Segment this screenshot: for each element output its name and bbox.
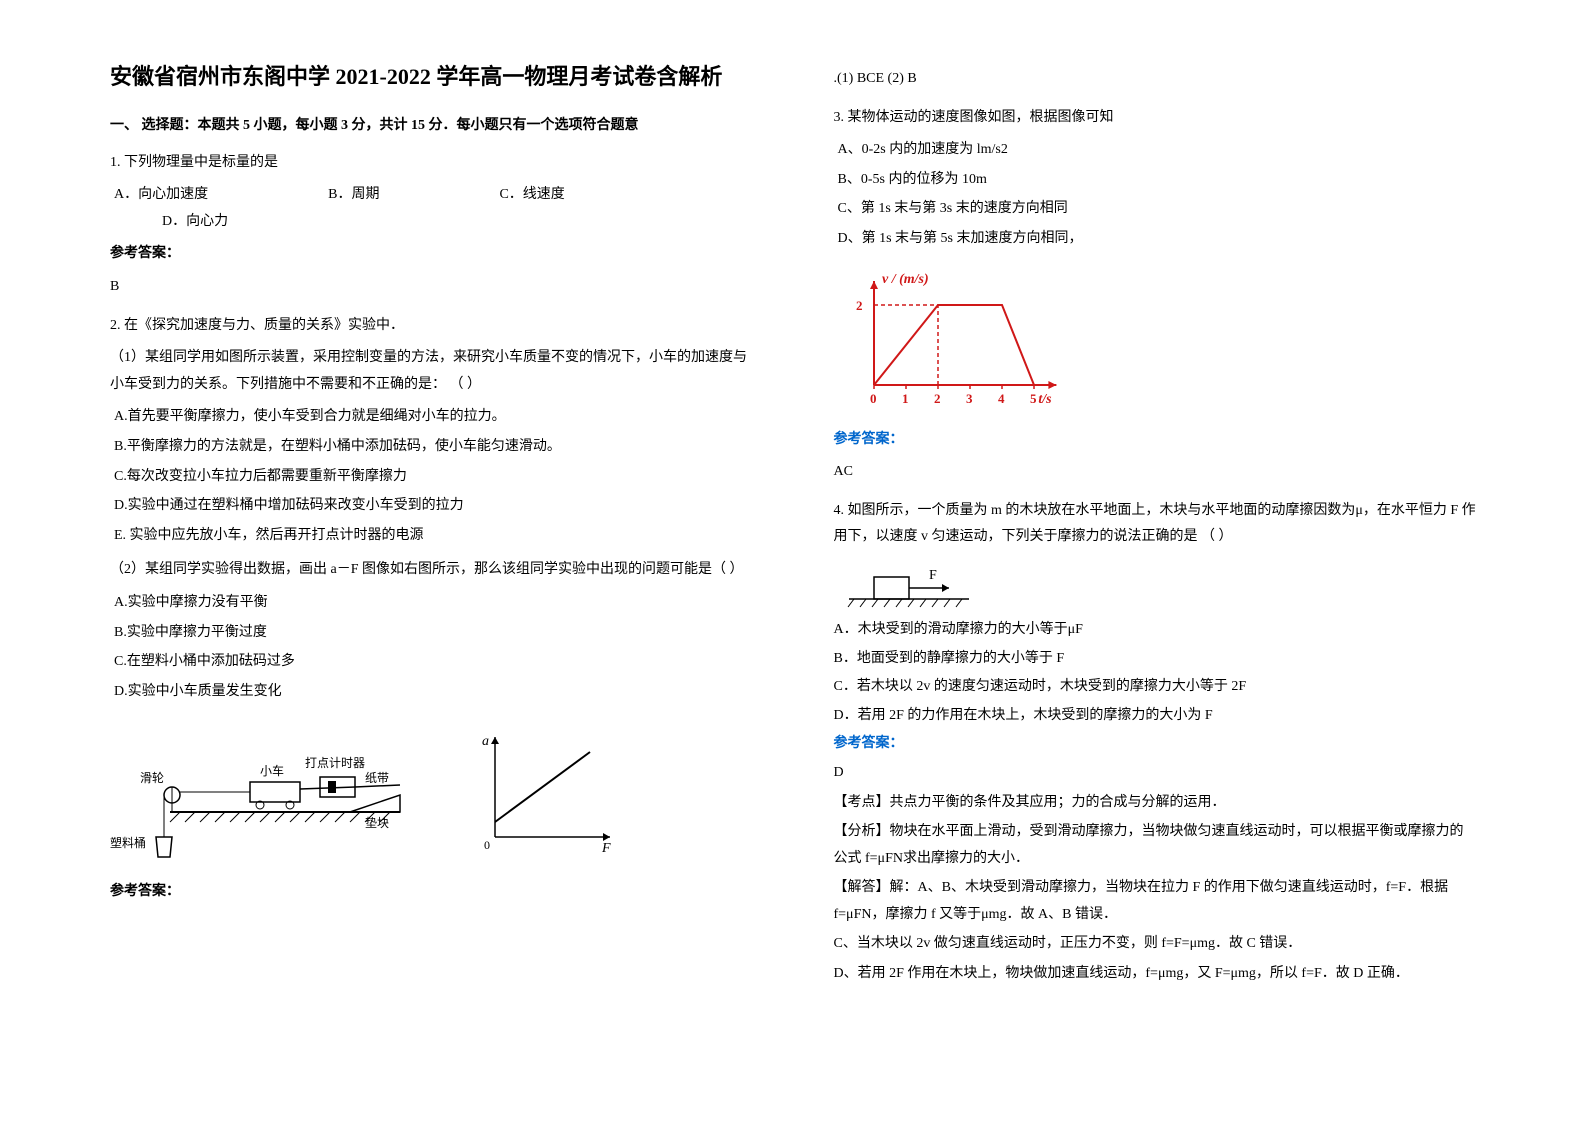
af-xlabel: F	[601, 841, 611, 856]
q1-optD: D．向心力	[162, 209, 754, 236]
doc-title: 安徽省宿州市东阁中学 2021-2022 学年高一物理月考试卷含解析	[110, 60, 754, 93]
bucket-label: 塑料桶	[110, 835, 146, 850]
q2-pB: B.平衡摩擦力的方法就是，在塑料小桶中添加砝码，使小车能匀速滑动。	[114, 434, 754, 461]
svg-text:5: 5	[1030, 391, 1037, 406]
q4-optA: A．木块受到的滑动摩擦力的大小等于μF	[834, 617, 1478, 644]
right-column: .(1) BCE (2) B 3. 某物体运动的速度图像如图，根据图像可知 A、…	[794, 60, 1498, 1062]
svg-text:v / (m/s): v / (m/s)	[882, 272, 929, 287]
af-graph: a F 0	[470, 727, 620, 857]
q3-optB: B、0-5s 内的位移为 10m	[838, 167, 1478, 194]
q3-optA: A、0-2s 内的加速度为 lm/s2	[838, 137, 1478, 164]
svg-text:2: 2	[934, 391, 941, 406]
q2-stem: 2. 在《探究加速度与力、质量的关系》实验中．	[110, 313, 754, 340]
vt-chart: 0 1 2 3 4 5 2 v / (m/s) t/s	[834, 265, 1074, 415]
q2-p1: （1）某组同学用如图所示装置，采用控制变量的方法，来研究小车质量不变的情况下，小…	[110, 345, 754, 398]
q2-p2: （2）某组同学实验得出数据，画出 a－F 图像如右图所示，那么该组同学实验中出现…	[110, 557, 754, 584]
q2-answer: .(1) BCE (2) B	[834, 66, 1478, 93]
svg-text:4: 4	[998, 391, 1005, 406]
q4-figure: F	[844, 559, 1478, 609]
q1-options-row1: A．向心加速度 B．周期 C．线速度	[114, 182, 754, 209]
q2-pC: C.每次改变拉小车拉力后都需要重新平衡摩擦力	[114, 464, 754, 491]
af-origin: 0	[484, 838, 490, 852]
q4-stem: 4. 如图所示，一个质量为 m 的木块放在水平地面上，木块与水平地面的动摩擦因数…	[834, 498, 1478, 551]
q4-solution: 【考点】共点力平衡的条件及其应用；力的合成与分解的运用． 【分析】物块在水平面上…	[834, 790, 1478, 988]
q1-optC: C．线速度	[499, 182, 564, 209]
question-2: 2. 在《探究加速度与力、质量的关系》实验中． （1）某组同学用如图所示装置，采…	[110, 313, 754, 906]
q2-pA: A.首先要平衡摩擦力，使小车受到合力就是细绳对小车的拉力。	[114, 404, 754, 431]
q1-answer: B	[110, 274, 754, 301]
q4-optC: C．若木块以 2v 的速度匀速运动时，木块受到的摩擦力大小等于 2F	[834, 674, 1478, 701]
af-ylabel: a	[482, 734, 489, 749]
q2-p2A: A.实验中摩擦力没有平衡	[114, 590, 754, 617]
q2-p2D: D.实验中小车质量发生变化	[114, 679, 754, 706]
q4-sol-kd: 【考点】共点力平衡的条件及其应用；力的合成与分解的运用．	[834, 790, 1478, 817]
q3-answer-label: 参考答案：	[834, 427, 1478, 454]
question-1: 1. 下列物理量中是标量的是 A．向心加速度 B．周期 C．线速度 D．向心力 …	[110, 150, 754, 301]
q1-optB: B．周期	[328, 182, 379, 209]
question-3: 3. 某物体运动的速度图像如图，根据图像可知 A、0-2s 内的加速度为 lm/…	[834, 105, 1478, 486]
question-4: 4. 如图所示，一个质量为 m 的木块放在水平地面上，木块与水平地面的动摩擦因数…	[834, 498, 1478, 988]
q1-optA: A．向心加速度	[114, 182, 208, 209]
q3-figure: 0 1 2 3 4 5 2 v / (m/s) t/s	[834, 265, 1478, 415]
q4-answer-label: 参考答案：	[834, 731, 1478, 758]
tape-label: 纸带	[365, 771, 389, 785]
q4-sol-jd1: 【解答】解：A、B、木块受到滑动摩擦力，当物块在拉力 F 的作用下做匀速直线运动…	[834, 875, 1478, 928]
q2-answer-label: 参考答案：	[110, 879, 754, 906]
q2-figures: 垫块 小车 打点计时器 纸带 滑轮	[110, 717, 754, 867]
section1-header: 一、 选择题：本题共 5 小题，每小题 3 分，共计 15 分．每小题只有一个选…	[110, 113, 754, 140]
q3-optC: C、第 1s 末与第 3s 末的速度方向相同	[838, 196, 1478, 223]
q2-p2C: C.在塑料小桶中添加砝码过多	[114, 649, 754, 676]
q2-pE: E. 实验中应先放小车，然后再开打点计时器的电源	[114, 523, 754, 550]
block-label: 垫块	[365, 815, 389, 830]
q2-pD: D.实验中通过在塑料桶中增加砝码来改变小车受到的拉力	[114, 493, 754, 520]
svg-text:t/s: t/s	[1038, 392, 1052, 407]
q4-F-label: F	[929, 568, 937, 583]
q3-stem: 3. 某物体运动的速度图像如图，根据图像可知	[834, 105, 1478, 132]
q3-optD: D、第 1s 末与第 5s 末加速度方向相同，	[838, 226, 1478, 253]
q3-answer: AC	[834, 459, 1478, 486]
q4-sol-jd3: D、若用 2F 作用在木块上，物块做加速直线运动，f=μmg，又 F=μmg，所…	[834, 961, 1478, 988]
pulley-label: 滑轮	[140, 771, 164, 785]
q4-answer: D	[834, 760, 1478, 787]
svg-text:1: 1	[902, 391, 909, 406]
svg-text:3: 3	[966, 391, 973, 406]
svg-text:2: 2	[856, 298, 863, 313]
q1-stem: 1. 下列物理量中是标量的是	[110, 150, 754, 177]
q4-sol-fx: 【分析】物块在水平面上滑动，受到滑动摩擦力，当物块做匀速直线运动时，可以根据平衡…	[834, 819, 1478, 872]
q4-optB: B．地面受到的静摩擦力的大小等于 F	[834, 646, 1478, 673]
q1-answer-label: 参考答案：	[110, 241, 754, 268]
left-column: 安徽省宿州市东阁中学 2021-2022 学年高一物理月考试卷含解析 一、 选择…	[90, 60, 794, 1062]
apparatus-diagram: 垫块 小车 打点计时器 纸带 滑轮	[110, 717, 410, 867]
q2-p2B: B.实验中摩擦力平衡过度	[114, 620, 754, 647]
q4-sol-jd2: C、当木块以 2v 做匀速直线运动时，正压力不变，则 f=F=μmg．故 C 错…	[834, 931, 1478, 958]
q4-optD: D．若用 2F 的力作用在木块上，木块受到的摩擦力的大小为 F	[834, 703, 1478, 730]
timer-label: 打点计时器	[305, 756, 365, 770]
svg-text:0: 0	[870, 391, 877, 406]
car-label: 小车	[260, 763, 284, 778]
